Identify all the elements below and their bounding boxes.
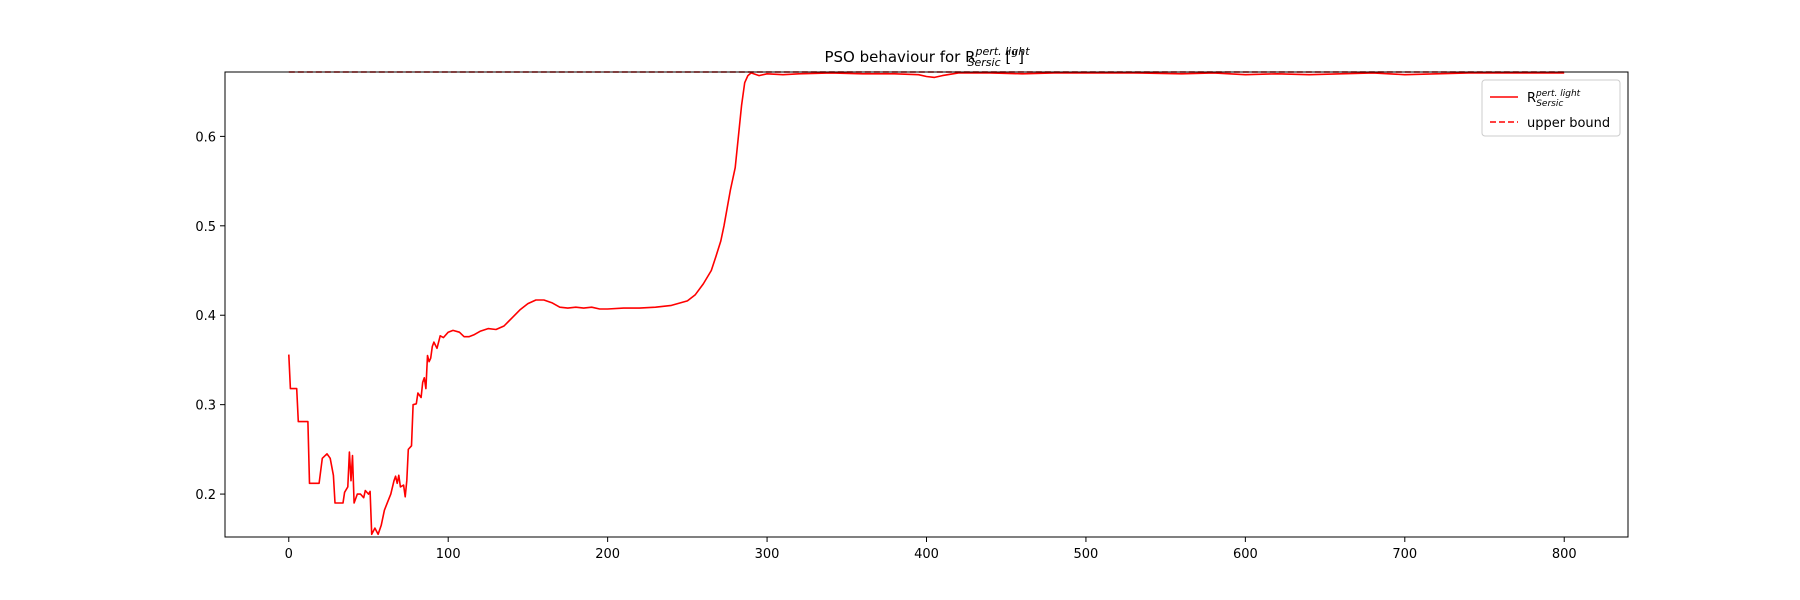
series-line-r-sersic bbox=[288, 72, 1565, 536]
x-tick-label: 100 bbox=[436, 547, 461, 562]
legend: Rpert. light Sersic upper bound bbox=[1481, 79, 1621, 137]
x-tick-label: 400 bbox=[914, 547, 939, 562]
x-tick-label: 700 bbox=[1392, 547, 1417, 562]
title-prefix: PSO behaviour for R bbox=[824, 48, 975, 66]
legend-label-series: Rpert. light Sersic bbox=[1527, 89, 1581, 109]
x-tick-label: 800 bbox=[1552, 547, 1577, 562]
y-tick-label: 0.2 bbox=[195, 488, 216, 503]
y-axis: 0.2 0.3 0.4 0.5 0.6 bbox=[195, 130, 225, 503]
x-tick-label: 600 bbox=[1233, 547, 1258, 562]
x-tick-label: 0 bbox=[285, 547, 293, 562]
title-suffix: ["] bbox=[1001, 48, 1024, 66]
x-axis: 0 100 200 300 400 500 600 700 800 bbox=[285, 537, 1577, 562]
title-subscript: Sersic bbox=[968, 56, 1001, 69]
title-superscript: pert. light bbox=[975, 45, 1031, 58]
legend-label-main: R bbox=[1527, 91, 1536, 106]
y-tick-label: 0.4 bbox=[195, 309, 216, 324]
y-tick-label: 0.5 bbox=[195, 220, 216, 235]
x-tick-label: 500 bbox=[1074, 547, 1099, 562]
y-tick-label: 0.3 bbox=[195, 399, 216, 414]
legend-label-upper-bound: upper bound bbox=[1527, 116, 1610, 131]
x-tick-label: 300 bbox=[755, 547, 780, 562]
x-tick-label: 200 bbox=[595, 547, 620, 562]
y-tick-label: 0.6 bbox=[195, 130, 216, 145]
legend-box bbox=[1481, 79, 1621, 137]
legend-label-superscript: pert. light bbox=[1535, 89, 1581, 99]
chart-title: PSO behaviour for Rpert. light Sersic ["] bbox=[824, 45, 1030, 69]
legend-label-subscript: Sersic bbox=[1536, 99, 1563, 109]
